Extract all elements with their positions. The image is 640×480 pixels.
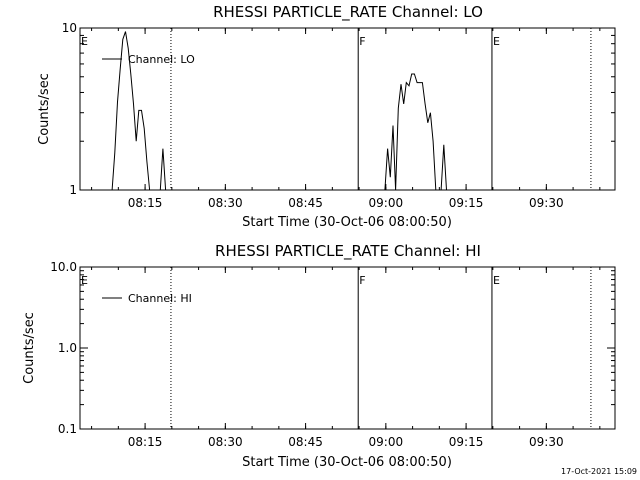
y-axis-label: Counts/sec — [37, 73, 52, 145]
x-tick-label: 09:30 — [529, 196, 564, 210]
x-tick-label: 09:00 — [369, 196, 404, 210]
x-tick-label: 08:45 — [288, 196, 323, 210]
plot-frame — [79, 27, 616, 191]
series-line — [384, 73, 447, 191]
x-axis-label: Start Time (30-Oct-06 08:00:50) — [242, 455, 452, 470]
y-tick-label: 0.1 — [58, 422, 77, 436]
legend-label: Channel: LO — [128, 53, 195, 66]
chart-title: RHESSI PARTICLE_RATE Channel: LO — [213, 3, 483, 22]
x-tick-label: 09:15 — [449, 435, 484, 449]
marker-label: F — [359, 274, 365, 287]
marker-label: E — [493, 274, 500, 287]
legend-label: Channel: HI — [128, 292, 192, 305]
x-tick-label: 08:45 — [288, 435, 323, 449]
x-tick-label: 08:15 — [128, 196, 163, 210]
marker-label: F — [359, 35, 365, 48]
x-tick-label: 08:30 — [208, 196, 243, 210]
y-tick-label: 1.0 — [58, 341, 77, 355]
y-tick-label: 1 — [69, 183, 77, 197]
x-tick-label: 09:30 — [529, 435, 564, 449]
panel-hi: RHESSI PARTICLE_RATE Channel: HI 08:15 08… — [22, 242, 616, 470]
y-axis-label: Counts/sec — [22, 312, 37, 384]
series-line — [111, 31, 167, 191]
y-tick-label: 10.0 — [50, 260, 77, 274]
x-tick-label: 08:15 — [128, 435, 163, 449]
marker-label: E — [493, 35, 500, 48]
x-tick-label: 09:00 — [369, 435, 404, 449]
marker-label: E — [81, 274, 88, 287]
x-axis-label: Start Time (30-Oct-06 08:00:50) — [242, 215, 452, 230]
chart-title: RHESSI PARTICLE_RATE Channel: HI — [215, 242, 481, 261]
panel-lo: RHESSI PARTICLE_RATE Channel: LO 08:15 08… — [37, 3, 616, 230]
x-tick-label: 09:15 — [449, 196, 484, 210]
y-tick-label: 10 — [62, 21, 77, 35]
marker-label: E — [81, 35, 88, 48]
x-tick-label: 08:30 — [208, 435, 243, 449]
timestamp: 17-Oct-2021 15:09 — [561, 467, 637, 476]
